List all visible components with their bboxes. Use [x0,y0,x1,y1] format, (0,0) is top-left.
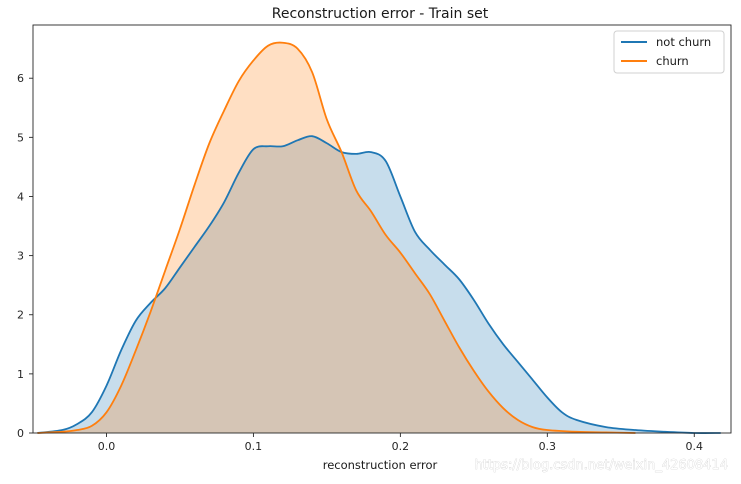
x-tick-label: 0.0 [98,440,116,453]
legend-label-not-churn: not churn [656,35,711,49]
y-tick-label: 6 [17,72,24,85]
series-lines [37,41,721,434]
plot-frame [32,24,732,434]
y-axis-ticks: 0 1 2 3 4 5 6 [17,72,33,440]
chart-title: Reconstruction error - Train set [272,6,489,22]
y-tick-label: 2 [17,309,24,322]
legend-label-churn: churn [656,54,689,68]
y-tick-label: 0 [17,427,24,440]
line-churn [37,41,636,434]
x-tick-label: 0.4 [686,440,704,453]
area-churn [37,42,636,434]
y-tick-label: 1 [17,368,24,381]
legend: not churn churn [613,30,725,74]
y-tick-label: 4 [17,190,24,203]
area-not-churn [37,136,721,434]
watermark-text: https://blog.csdn.net/weixin_42608414 [474,458,728,473]
x-tick-label: 0.3 [539,440,557,453]
x-axis-label: reconstruction error [323,458,438,472]
y-tick-label: 3 [17,250,24,263]
line-not-churn [37,135,721,434]
x-axis-ticks: 0.0 0.1 0.2 0.3 0.4 [98,433,703,453]
y-tick-label: 5 [17,131,24,144]
series-areas [37,42,721,434]
x-tick-label: 0.1 [245,440,263,453]
x-tick-label: 0.2 [392,440,410,453]
